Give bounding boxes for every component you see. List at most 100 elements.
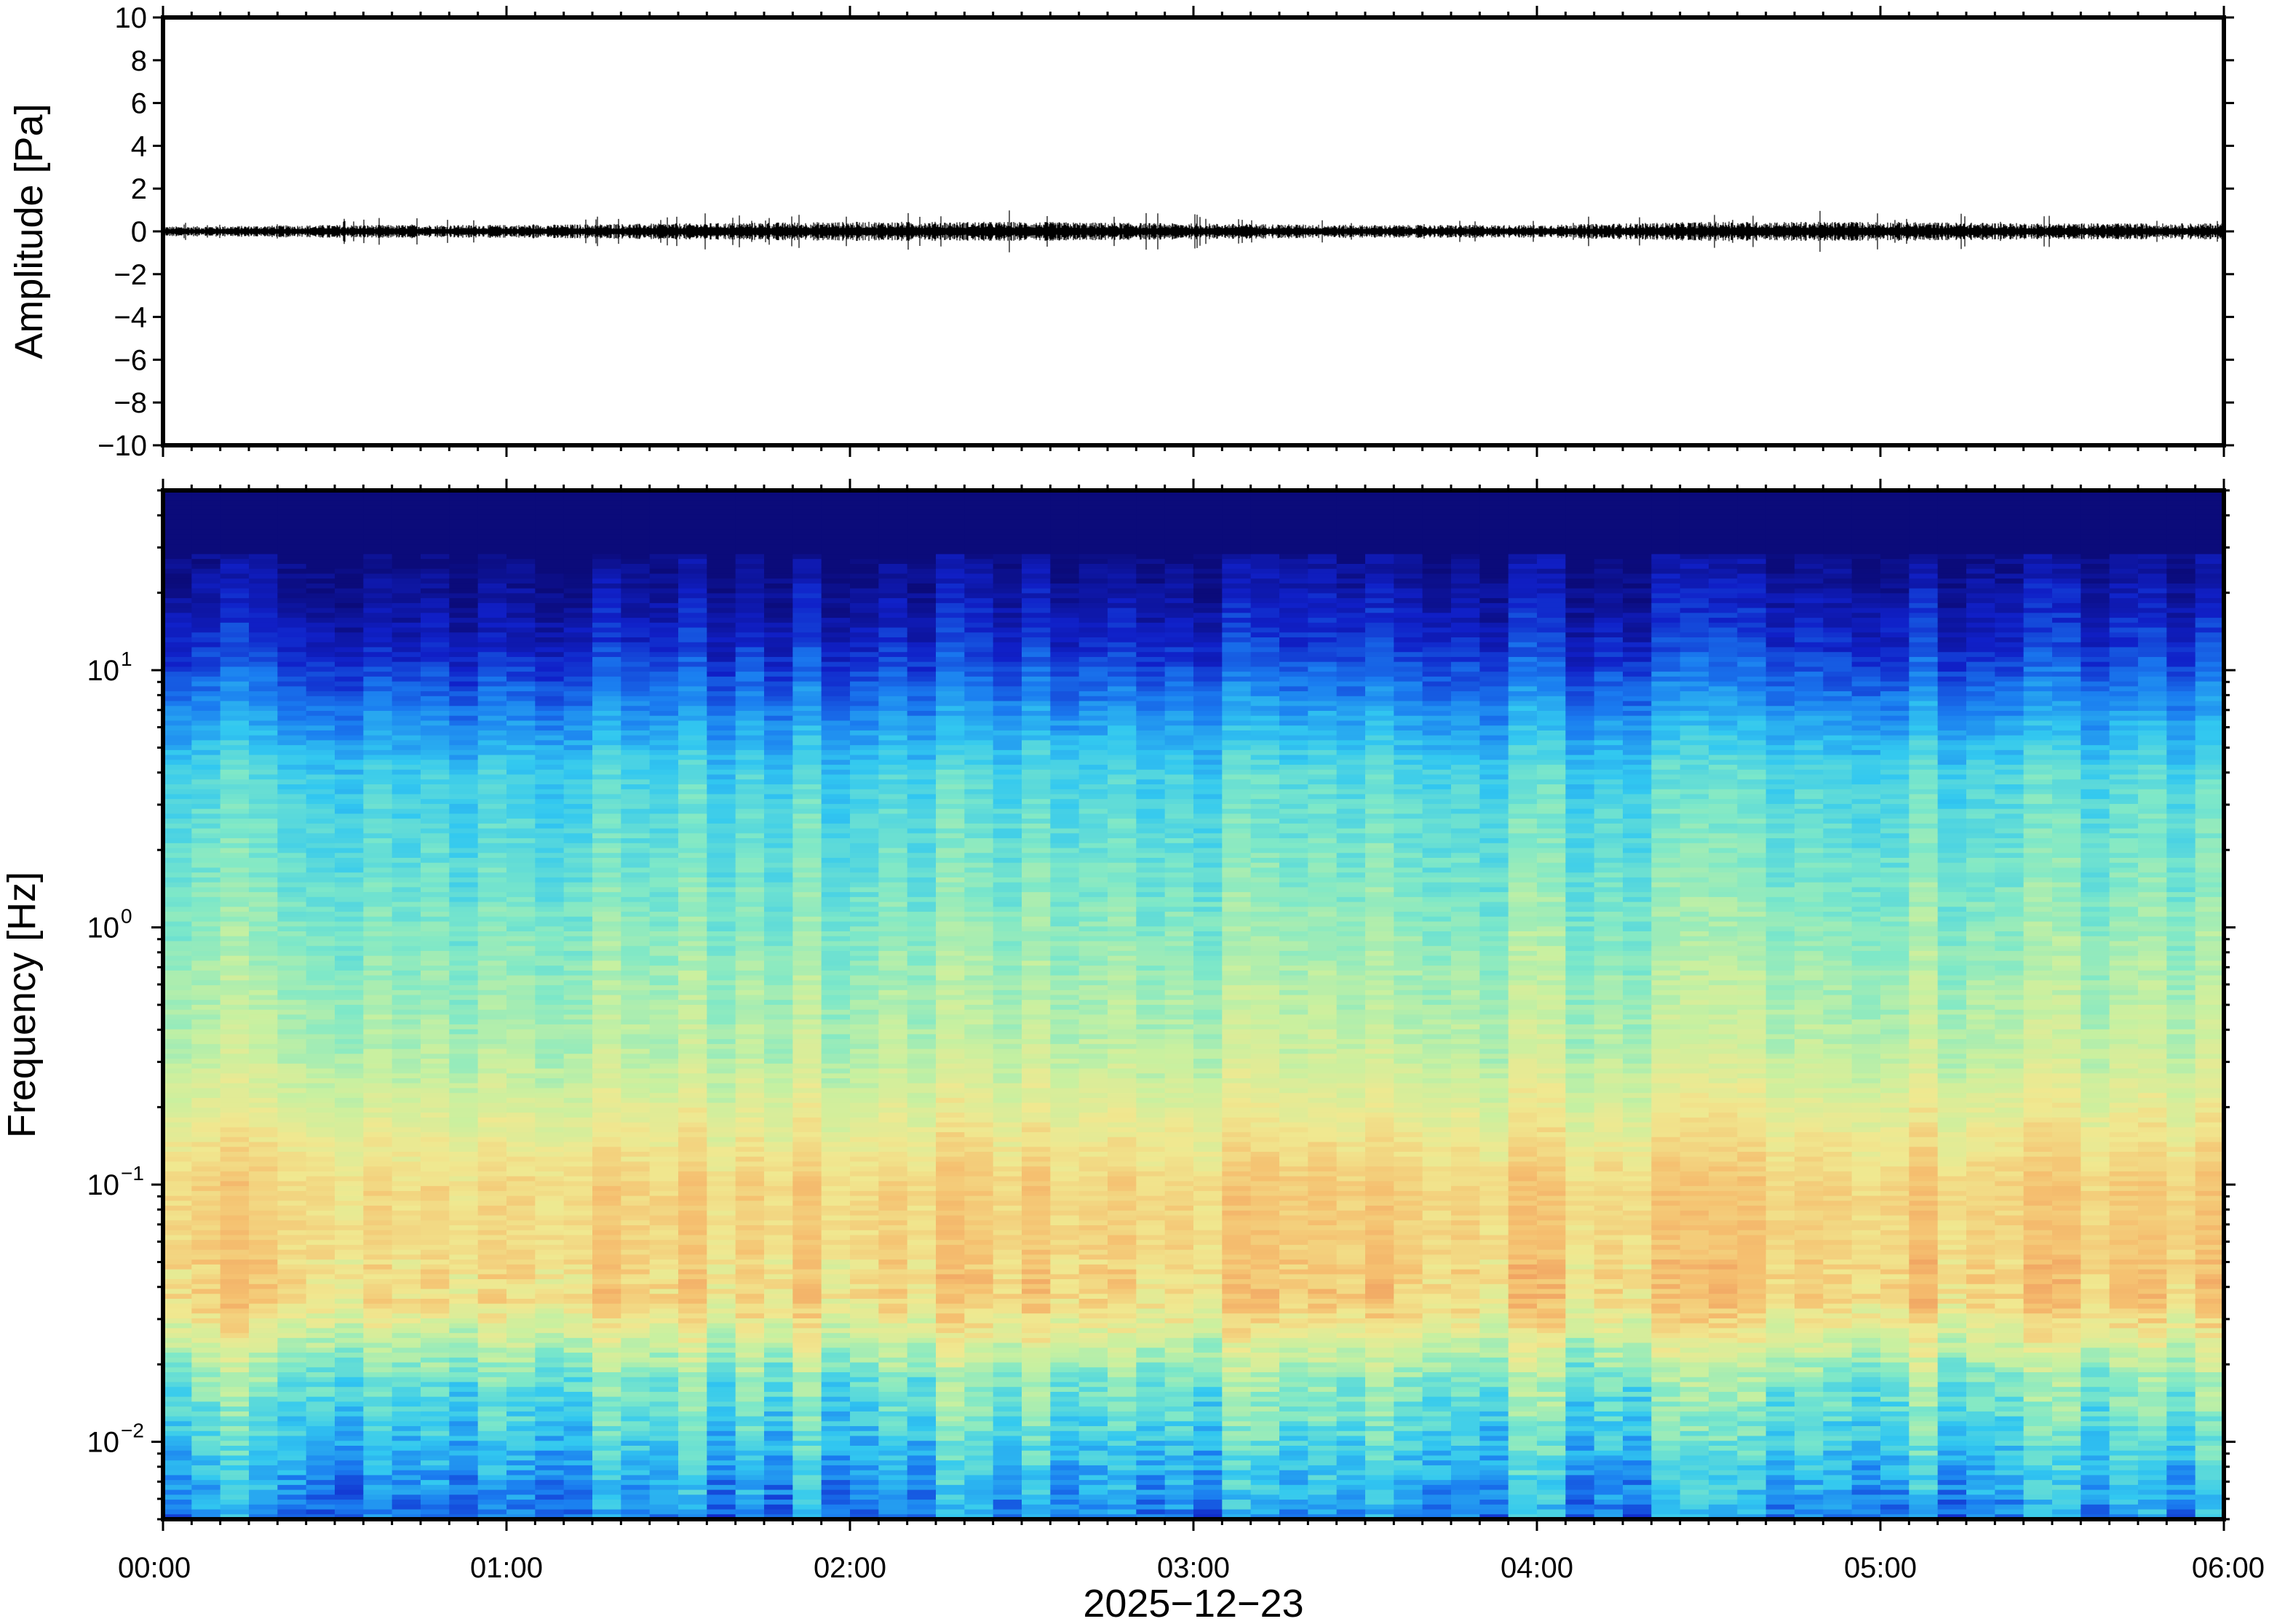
spectrogram-cell	[678, 1455, 707, 1461]
spectrogram-cell	[477, 1391, 507, 1398]
spectrogram-cell	[792, 1195, 822, 1201]
spectrogram-cell	[191, 1514, 221, 1519]
spectrogram-cell	[678, 789, 707, 795]
spectrogram-cell	[792, 735, 822, 741]
spectrogram-cell	[191, 901, 221, 907]
spectrogram-cell	[649, 647, 679, 653]
spectrogram-cell	[764, 1156, 793, 1163]
spectrogram-cell	[506, 1195, 536, 1201]
spectrogram-cell	[707, 1269, 736, 1275]
spectrogram-cell	[735, 637, 765, 643]
spectrogram-cell	[363, 1401, 393, 1407]
spectrogram-cell	[621, 529, 651, 536]
spectrogram-cell	[707, 520, 736, 525]
spectrogram-cell	[363, 647, 393, 653]
spectrogram-cell	[363, 573, 393, 579]
spectrogram-cell	[392, 843, 421, 849]
spectrogram-cell	[678, 1186, 707, 1192]
spectrogram-cell	[249, 637, 278, 643]
spectrogram-cell	[421, 975, 450, 981]
spectrogram-cell	[277, 1132, 307, 1138]
spectrogram-cell	[592, 559, 621, 565]
spectrogram-cell	[678, 1357, 707, 1364]
spectrogram-cell	[764, 1215, 793, 1221]
spectrogram-cell	[477, 1161, 507, 1167]
spectrogram-cell	[191, 1039, 221, 1045]
spectrogram-cell	[535, 1484, 565, 1491]
spectrogram-cell	[277, 1043, 307, 1050]
spectrogram-cell	[563, 1078, 593, 1084]
spectrogram-cell	[249, 1034, 278, 1040]
spectrogram-cell	[449, 853, 479, 859]
spectrogram-cell	[191, 1171, 221, 1177]
spectrogram-cell	[335, 691, 364, 697]
spectrogram-cell	[335, 1195, 364, 1201]
spectrogram-cell	[277, 803, 307, 810]
spectrogram-cell	[592, 980, 621, 986]
spectrogram-cell	[764, 1500, 793, 1505]
spectrogram-cell	[335, 1127, 364, 1133]
spectrogram-cell	[220, 598, 250, 604]
spectrogram-cell	[163, 1348, 192, 1353]
spectrogram-cell	[506, 1171, 536, 1177]
spectrogram-cell	[392, 691, 421, 697]
spectrogram-cell	[506, 907, 536, 912]
spectrogram-cell	[649, 1230, 679, 1236]
spectrogram-cell	[191, 828, 221, 834]
spectrogram-cell	[306, 1318, 335, 1324]
spectrogram-cell	[335, 819, 364, 824]
spectrogram-cell	[163, 1195, 192, 1201]
spectrogram-cell	[764, 803, 793, 810]
spectrogram-cell	[421, 765, 450, 771]
spectrogram-cell	[306, 1088, 335, 1094]
spectrogram-cell	[649, 1441, 679, 1446]
spectrogram-cell	[191, 877, 221, 883]
spectrogram-cell	[449, 955, 479, 961]
spectrogram-cell	[735, 529, 765, 536]
spectrogram-cell	[220, 921, 250, 927]
spectrogram-cell	[707, 505, 736, 511]
spectrogram-cell	[506, 1367, 536, 1373]
spectrogram-cell	[735, 730, 765, 736]
spectrogram-cell	[735, 843, 765, 849]
spectrogram-cell	[163, 1127, 192, 1133]
spectrogram-cell	[563, 1264, 593, 1270]
spectrogram-cell	[335, 730, 364, 736]
spectrogram-cell	[449, 823, 479, 829]
spectrogram-cell	[421, 1127, 450, 1133]
spectrogram-cell	[220, 730, 250, 736]
spectrogram-cell	[477, 1313, 507, 1319]
spectrogram-cell	[477, 794, 507, 800]
spectrogram-cell	[764, 1353, 793, 1358]
spectrogram-cell	[306, 1152, 335, 1158]
spectrogram-cell	[649, 681, 679, 687]
spectrogram-cell	[363, 896, 393, 903]
spectrogram-cell	[191, 936, 221, 942]
spectrogram-cell	[764, 637, 793, 643]
spectrogram-cell	[649, 509, 679, 516]
spectrogram-cell	[707, 1249, 736, 1255]
spectrogram-cell	[563, 676, 593, 682]
spectrogram-cell	[335, 970, 364, 976]
spectrogram-cell	[621, 520, 651, 525]
spectrogram-cell	[392, 853, 421, 859]
spectrogram-cell	[163, 608, 192, 613]
spectrogram-cell	[163, 1421, 192, 1427]
spectrogram-cell	[277, 853, 307, 859]
spectrogram-cell	[506, 1465, 536, 1471]
spectrogram-cell	[220, 1396, 250, 1402]
spectrogram-cell	[707, 637, 736, 643]
spectrogram-cell	[506, 862, 536, 869]
spectrogram-cell	[707, 1426, 736, 1432]
spectrogram-cell	[477, 1342, 507, 1348]
spectrogram-cell	[649, 1152, 679, 1158]
spectrogram-cell	[191, 862, 221, 869]
spectrogram-cell	[621, 642, 651, 648]
spectrogram-cell	[563, 779, 593, 785]
spectrogram-cell	[335, 1102, 364, 1108]
spectrogram-cell	[306, 774, 335, 780]
spectrogram-cell	[191, 1063, 221, 1070]
spectrogram-cell	[621, 1029, 651, 1035]
spectrogram-cell	[506, 1240, 536, 1246]
spectrogram-cell	[792, 1137, 822, 1143]
